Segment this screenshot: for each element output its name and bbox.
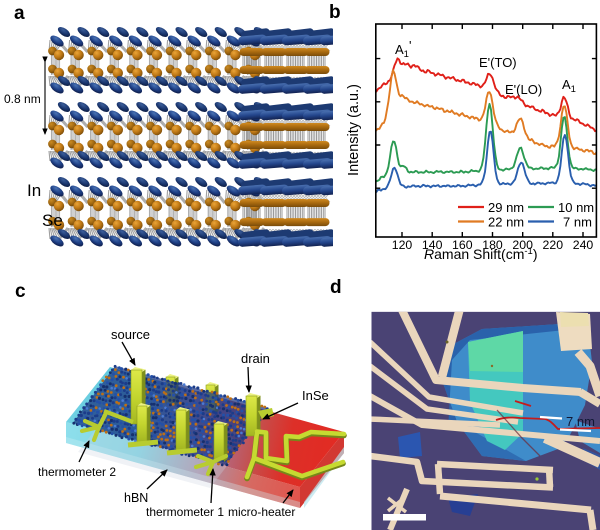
svg-text:Se: Se — [42, 211, 63, 230]
svg-text:Raman Shift(cm-1): Raman Shift(cm-1) — [424, 246, 538, 262]
svg-text:InSe: InSe — [302, 388, 329, 403]
svg-text:10 nm: 10 nm — [558, 200, 594, 215]
svg-text:thermometer 2: thermometer 2 — [38, 465, 116, 479]
svg-text:140: 140 — [422, 238, 443, 252]
svg-text:hBN: hBN — [124, 491, 148, 505]
svg-text:200: 200 — [512, 238, 533, 252]
svg-text:a: a — [14, 3, 25, 24]
svg-text:b: b — [329, 2, 341, 23]
svg-text:180: 180 — [482, 238, 503, 252]
svg-text:240: 240 — [573, 238, 594, 252]
svg-text:22 nm: 22 nm — [488, 215, 524, 230]
svg-text:29 nm: 29 nm — [488, 200, 524, 215]
svg-text:c: c — [15, 281, 26, 302]
svg-text:drain: drain — [241, 351, 270, 366]
svg-text:7 nm: 7 nm — [563, 215, 592, 230]
svg-text:A1: A1 — [562, 77, 576, 95]
svg-text:A1': A1' — [395, 38, 411, 60]
svg-text:E'(TO): E'(TO) — [479, 55, 517, 70]
svg-text:0.8 nm: 0.8 nm — [4, 92, 41, 106]
svg-text:thermometer 1: thermometer 1 — [146, 505, 224, 519]
svg-text:Intensity (a.u.): Intensity (a.u.) — [346, 84, 362, 176]
svg-text:120: 120 — [392, 238, 413, 252]
svg-text:source: source — [111, 327, 150, 342]
svg-text:220: 220 — [543, 238, 564, 252]
svg-text:160: 160 — [452, 238, 473, 252]
svg-text:7 nm: 7 nm — [566, 414, 595, 429]
svg-text:micro-heater: micro-heater — [228, 505, 295, 519]
svg-text:In: In — [27, 181, 41, 200]
svg-text:d: d — [330, 277, 342, 298]
svg-text:E'(LO): E'(LO) — [505, 82, 542, 97]
